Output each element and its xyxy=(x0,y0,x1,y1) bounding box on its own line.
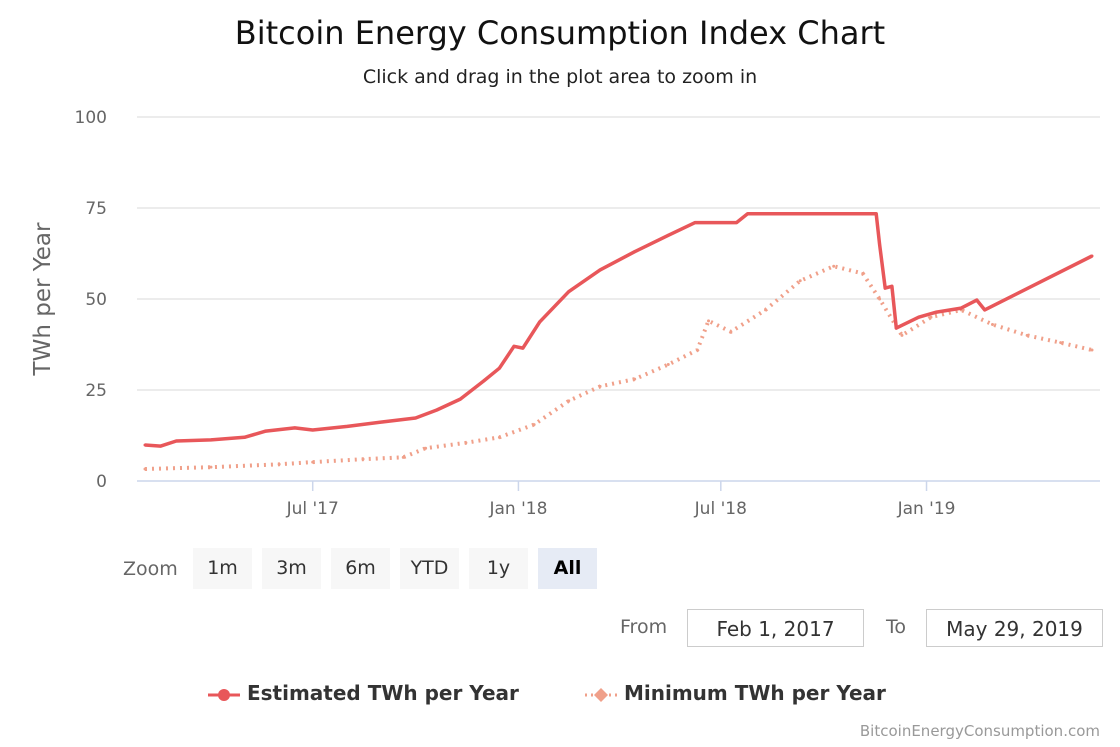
data-point-estimated xyxy=(734,221,738,225)
zoom-3m-button[interactable]: 3m xyxy=(262,548,321,589)
legend-item-estimated[interactable]: Estimated TWh per Year xyxy=(208,681,519,705)
data-point-estimated xyxy=(567,290,571,294)
data-point-estimated xyxy=(983,308,987,312)
zoom-ytd-button[interactable]: YTD xyxy=(400,548,459,589)
series-line-minimum xyxy=(144,264,1093,471)
x-tick-label: Jan '19 xyxy=(897,499,956,519)
x-tick-label: Jan '18 xyxy=(488,499,547,519)
data-point-minimum xyxy=(1059,341,1063,345)
series-line-estimated xyxy=(144,212,1093,448)
from-date-input[interactable]: Feb 1, 2017 xyxy=(687,609,864,647)
data-point-minimum xyxy=(567,399,571,403)
zoom-all-button[interactable]: All xyxy=(538,548,597,589)
data-point-minimum xyxy=(1090,348,1094,352)
from-label: From xyxy=(620,616,668,638)
data-point-minimum xyxy=(598,384,602,388)
data-point-estimated xyxy=(497,366,501,370)
y-axis-label: TWh per Year xyxy=(30,222,56,376)
data-point-estimated xyxy=(209,438,213,442)
data-point-estimated xyxy=(243,435,247,439)
data-point-estimated xyxy=(883,286,887,290)
data-point-estimated xyxy=(666,233,670,237)
data-point-minimum xyxy=(929,315,933,319)
data-point-estimated xyxy=(598,268,602,272)
data-point-estimated xyxy=(975,298,979,302)
legend-line-circle-icon xyxy=(208,688,240,701)
data-point-minimum xyxy=(1025,333,1029,337)
to-date-input[interactable]: May 29, 2019 xyxy=(926,609,1103,647)
y-tick-label: 25 xyxy=(85,381,107,401)
y-tick-label: 50 xyxy=(85,290,107,310)
data-point-estimated xyxy=(482,379,486,383)
data-point-estimated xyxy=(538,320,542,324)
data-point-estimated xyxy=(1090,254,1094,258)
zoom-1m-button[interactable]: 1m xyxy=(193,548,252,589)
data-point-minimum xyxy=(143,467,147,471)
data-point-minimum xyxy=(832,264,836,268)
data-point-minimum xyxy=(878,297,882,301)
data-point-estimated xyxy=(174,439,178,443)
data-point-estimated xyxy=(935,310,939,314)
data-point-estimated xyxy=(693,221,697,225)
data-point-minimum xyxy=(633,377,637,381)
data-point-estimated xyxy=(380,420,384,424)
data-point-estimated xyxy=(894,326,898,330)
chart-subtitle: Click and drag in the plot area to zoom … xyxy=(362,66,758,88)
data-point-estimated xyxy=(264,429,268,433)
data-point-minimum xyxy=(900,333,904,337)
data-point-minimum xyxy=(729,330,733,334)
data-point-estimated xyxy=(874,212,878,216)
x-tick-label: Jul '17 xyxy=(286,499,339,519)
zoom-1y-button[interactable]: 1y xyxy=(469,548,528,589)
data-point-estimated xyxy=(917,315,921,319)
data-point-minimum xyxy=(666,363,670,367)
x-tick-label: Jul '18 xyxy=(694,499,747,519)
data-point-minimum xyxy=(311,460,315,464)
data-point-minimum xyxy=(990,322,994,326)
zoom-6m-button[interactable]: 6m xyxy=(331,548,390,589)
data-point-minimum xyxy=(464,441,468,445)
data-point-minimum xyxy=(401,455,405,459)
data-point-estimated xyxy=(345,424,349,428)
credits-link[interactable]: BitcoinEnergyConsumption.com xyxy=(859,722,1100,740)
data-point-estimated xyxy=(890,284,894,288)
data-point-estimated xyxy=(458,397,462,401)
data-point-estimated xyxy=(293,426,297,430)
data-point-minimum xyxy=(497,435,501,439)
to-label: To xyxy=(886,616,907,638)
y-tick-label: 0 xyxy=(96,472,107,492)
legend-dotted-diamond-icon xyxy=(585,687,617,702)
legend-item-minimum[interactable]: Minimum TWh per Year xyxy=(585,681,886,705)
data-point-minimum xyxy=(798,279,802,283)
data-point-minimum xyxy=(764,308,768,312)
data-point-estimated xyxy=(143,443,147,447)
data-point-estimated xyxy=(746,212,750,216)
chart-title: Bitcoin Energy Consumption Index Chart xyxy=(234,14,886,52)
data-point-minimum xyxy=(532,423,536,427)
legend-label-estimated: Estimated TWh per Year xyxy=(246,681,519,705)
data-point-estimated xyxy=(633,250,637,254)
data-point-estimated xyxy=(159,444,163,448)
data-point-minimum xyxy=(861,272,865,276)
data-point-estimated xyxy=(414,416,418,420)
y-tick-label: 100 xyxy=(75,108,107,128)
data-point-minimum xyxy=(707,319,711,323)
data-point-estimated xyxy=(311,428,315,432)
legend-label-minimum: Minimum TWh per Year xyxy=(623,681,886,705)
data-point-minimum xyxy=(277,462,281,466)
y-tick-label: 75 xyxy=(85,199,107,219)
data-point-minimum xyxy=(695,348,699,352)
data-point-estimated xyxy=(878,242,882,246)
data-point-estimated xyxy=(521,346,525,350)
data-point-estimated xyxy=(435,408,439,412)
data-point-minimum xyxy=(361,457,365,461)
data-point-minimum xyxy=(424,446,428,450)
data-point-estimated xyxy=(959,306,963,310)
zoom-label: Zoom xyxy=(123,558,178,580)
data-point-minimum xyxy=(209,465,213,469)
data-point-estimated xyxy=(512,344,516,348)
